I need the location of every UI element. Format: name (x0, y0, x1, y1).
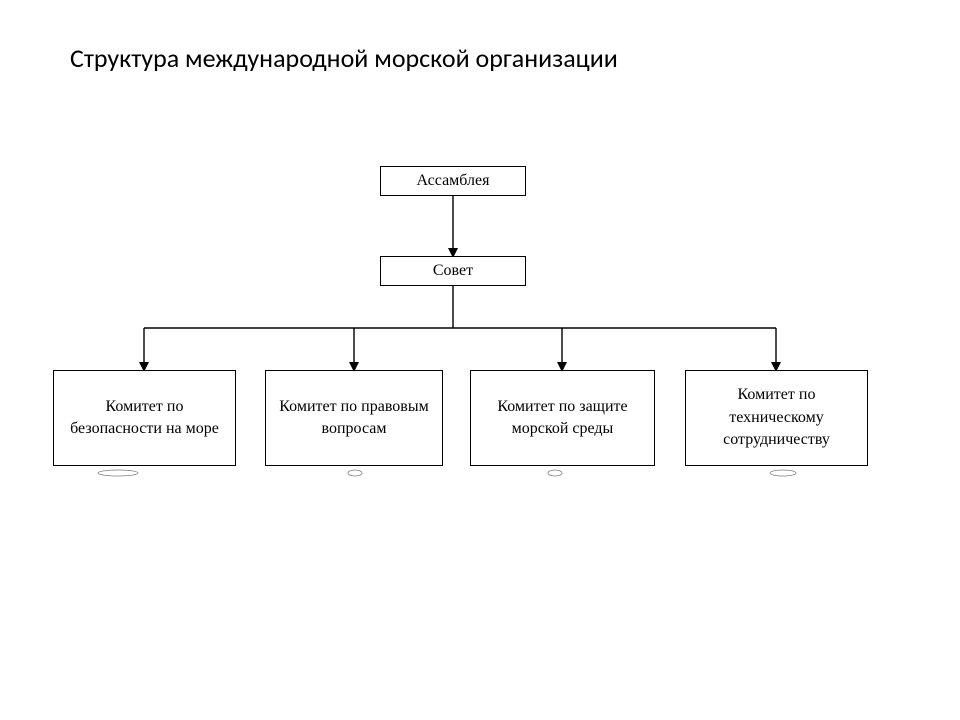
node-label: Совет (433, 260, 473, 282)
edges-layer (0, 0, 960, 720)
node-committee3: Комитет по защите морской среды (470, 370, 655, 466)
node-committee1: Комитет по безопасности на море (53, 370, 236, 466)
node-committee4: Комитет по техническому сотрудничеству (685, 370, 868, 466)
node-label: Ассамблея (417, 170, 490, 192)
node-label: Комитет по безопасности на море (58, 396, 231, 441)
node-label: Комитет по защите морской среды (475, 396, 650, 441)
node-council: Совет (380, 256, 526, 286)
node-assembly: Ассамблея (380, 166, 526, 196)
node-label: Комитет по техническому сотрудничеству (690, 384, 863, 451)
node-label: Комитет по правовым вопросам (270, 396, 438, 441)
page-title: Структура международной морской организа… (70, 42, 618, 74)
node-committee2: Комитет по правовым вопросам (265, 370, 443, 466)
